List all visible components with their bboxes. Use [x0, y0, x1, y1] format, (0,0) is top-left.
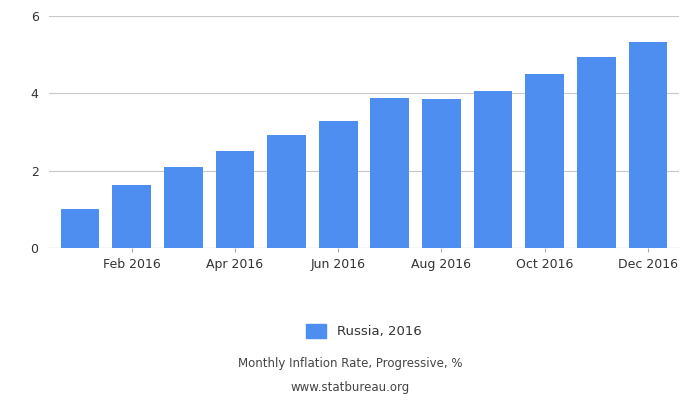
- Bar: [112, 185, 151, 248]
- Text: www.statbureau.org: www.statbureau.org: [290, 382, 410, 394]
- Text: Monthly Inflation Rate, Progressive, %: Monthly Inflation Rate, Progressive, %: [238, 358, 462, 370]
- Bar: [267, 135, 306, 248]
- Bar: [370, 98, 410, 248]
- Legend: Russia, 2016: Russia, 2016: [301, 319, 427, 344]
- Bar: [216, 150, 254, 248]
- Bar: [318, 121, 358, 248]
- Bar: [61, 209, 99, 248]
- Bar: [526, 74, 564, 248]
- Bar: [577, 57, 616, 248]
- Bar: [164, 167, 202, 248]
- Bar: [474, 91, 512, 248]
- Bar: [422, 99, 461, 248]
- Bar: [629, 42, 667, 248]
